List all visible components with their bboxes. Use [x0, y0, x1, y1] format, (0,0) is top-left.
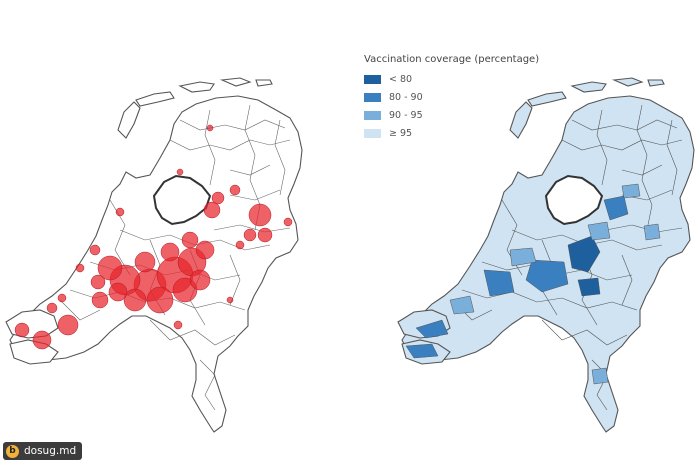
case-bubble [206, 124, 214, 132]
case-bubble [91, 291, 109, 309]
right-map [397, 77, 695, 433]
coverage-region [621, 183, 641, 199]
case-bubble [90, 274, 106, 290]
measles-case-bubbles [14, 124, 293, 350]
case-bubble [108, 282, 128, 302]
coverage-region [415, 319, 449, 339]
case-bubble [46, 302, 58, 314]
case-bubble [14, 322, 30, 338]
coverage-region [405, 343, 439, 359]
case-bubble [89, 244, 101, 256]
legend-item: 80 - 90 [364, 90, 539, 104]
legend: Vaccination coverage (percentage) < 80 8… [364, 54, 539, 144]
legend-label: < 80 [389, 73, 413, 85]
low-coverage-regions [405, 183, 661, 385]
legend-swatch [364, 92, 381, 102]
case-bubble [134, 251, 156, 273]
case-bubble [283, 217, 293, 227]
case-bubble [32, 330, 52, 350]
left-map [5, 77, 303, 433]
legend-label: 90 - 95 [389, 109, 423, 121]
legend-item: 90 - 95 [364, 108, 539, 122]
case-bubble [57, 314, 79, 336]
case-bubble [243, 228, 257, 242]
legend-title: Vaccination coverage (percentage) [364, 54, 540, 65]
case-bubble [203, 201, 221, 219]
coverage-region [483, 269, 515, 297]
coverage-region [567, 235, 601, 273]
case-bubble [173, 320, 183, 330]
case-bubble [57, 293, 67, 303]
case-bubble [189, 269, 211, 291]
legend-swatch [364, 110, 381, 120]
coverage-region [587, 221, 611, 241]
legend-swatch [364, 128, 381, 138]
legend-item: ≥ 95 [364, 126, 539, 140]
legend-swatch [364, 74, 381, 84]
coverage-region [525, 259, 569, 293]
case-bubble [229, 184, 241, 196]
case-bubble [176, 168, 184, 176]
case-bubble [211, 191, 225, 205]
coverage-region [591, 367, 609, 385]
case-bubble [123, 288, 147, 312]
coverage-region [603, 195, 629, 221]
left-map-land [5, 77, 303, 433]
watermark-text: dosug.md [24, 445, 77, 457]
case-bubble [195, 240, 215, 260]
legend-label: ≥ 95 [389, 127, 413, 139]
coverage-region [643, 223, 661, 241]
coverage-region [577, 277, 601, 297]
case-bubble [226, 296, 234, 304]
watermark-badge: b dosug.md [3, 442, 83, 460]
case-bubble [115, 207, 125, 217]
case-bubble [75, 263, 85, 273]
case-bubble [235, 240, 245, 250]
legend-label: 80 - 90 [389, 91, 423, 103]
coverage-region [449, 295, 475, 315]
case-bubble [160, 242, 180, 262]
case-bubble [97, 255, 123, 281]
case-bubble [181, 231, 199, 249]
case-bubble [257, 227, 273, 243]
case-bubble [146, 286, 174, 314]
coverage-region [509, 247, 537, 267]
legend-item: < 80 [364, 72, 539, 86]
case-bubble [248, 203, 272, 227]
watermark-logo-icon: b [6, 444, 19, 458]
